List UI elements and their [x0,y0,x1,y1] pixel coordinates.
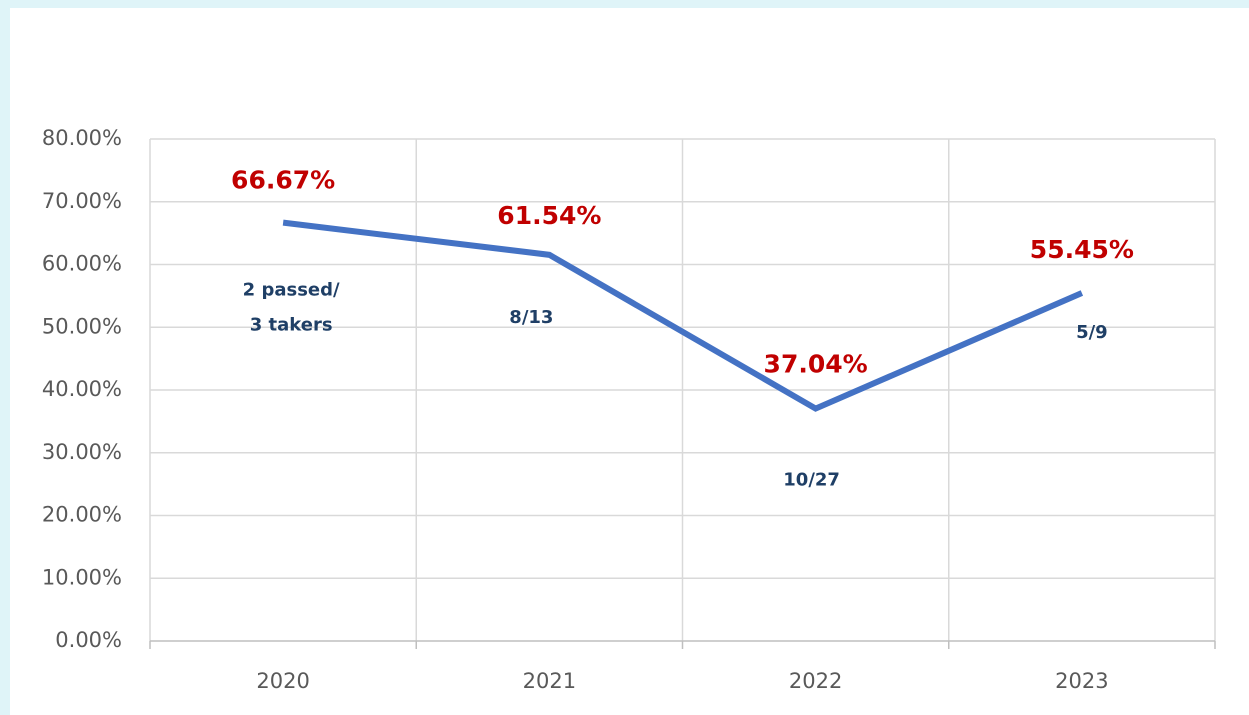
y-tick-label: 20.00% [42,503,122,527]
y-tick-label: 40.00% [42,377,122,401]
y-tick-label: 60.00% [42,252,122,276]
annotation: 5/9 [1076,322,1108,343]
data-label: 55.45% [1030,235,1134,264]
data-label: 66.67% [231,166,335,195]
annotation: 2 passed/ [243,280,340,301]
data-label: 61.54% [497,201,601,230]
y-tick-label: 10.00% [42,565,122,589]
annotation: 10/27 [783,470,840,491]
y-tick-label: 30.00% [42,440,122,464]
data-label: 37.04% [764,350,868,379]
panel [10,8,1249,715]
x-tick-label: 2021 [523,669,576,693]
series-line [282,219,1084,412]
x-tick-label: 2023 [1055,669,1108,693]
y-tick-label: 70.00% [42,189,122,213]
annotation: 8/13 [509,307,553,328]
y-tick-label: 50.00% [42,314,122,338]
x-tick-label: 2022 [789,669,842,693]
x-tick-label: 2020 [256,669,309,693]
annotation: 3 takers [250,315,333,336]
y-tick-label: 80.00% [42,126,122,150]
y-tick-label: 0.00% [55,628,122,652]
